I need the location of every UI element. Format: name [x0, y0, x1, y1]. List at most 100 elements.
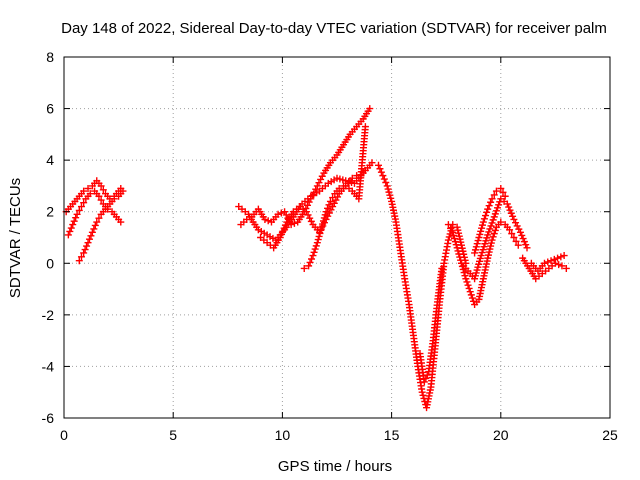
data-point	[75, 206, 83, 214]
y-axis-ticks: -6 -4 -2 0 2 4 6 8	[42, 49, 610, 426]
x-axis-ticks: 0 5 10 15 20 25	[60, 57, 618, 443]
data-point	[368, 159, 376, 167]
data-point	[87, 232, 95, 240]
data-point	[491, 226, 499, 234]
data-point	[557, 253, 565, 261]
data-point	[477, 227, 485, 235]
data-point	[507, 209, 515, 217]
data-point	[518, 231, 526, 239]
data-point	[489, 233, 497, 241]
data-point	[490, 191, 498, 199]
data-point	[66, 227, 74, 235]
data-point	[555, 261, 563, 269]
data-point	[366, 105, 374, 113]
y-axis-label: SDTVAR / TECUs	[7, 178, 24, 298]
x-tick-label: 5	[169, 427, 177, 443]
x-tick-label: 15	[384, 427, 400, 443]
y-tick-label: 8	[46, 49, 54, 65]
data-point	[450, 235, 458, 243]
data-point	[492, 187, 500, 195]
data-point	[80, 249, 88, 257]
data-point	[447, 224, 455, 232]
data-point	[340, 182, 348, 190]
data-point	[387, 194, 395, 202]
data-point	[475, 234, 483, 241]
data-point	[311, 245, 319, 253]
data-point	[361, 123, 369, 131]
data-point	[95, 214, 103, 222]
data-point	[319, 220, 327, 228]
data-point	[322, 208, 330, 216]
data-point	[374, 161, 382, 169]
data-point	[306, 258, 314, 266]
data-point	[80, 199, 88, 207]
data-point	[277, 209, 285, 217]
data-point	[307, 217, 315, 225]
data-point	[97, 196, 105, 204]
data-point	[119, 187, 127, 195]
x-tick-label: 10	[275, 427, 291, 443]
data-point	[512, 237, 520, 245]
data-point	[420, 378, 428, 386]
data-point	[522, 241, 530, 249]
grid	[64, 57, 610, 418]
data-point	[353, 172, 361, 180]
data-point	[478, 221, 486, 229]
data-point	[348, 174, 356, 182]
data-point	[554, 254, 562, 262]
data-point	[380, 175, 388, 183]
data-point	[456, 253, 464, 261]
data-point	[467, 291, 475, 299]
data-point	[376, 165, 384, 173]
data-point	[88, 228, 96, 236]
chart-title: Day 148 of 2022, Sidereal Day-to-day VTE…	[61, 20, 607, 37]
data-point	[379, 172, 387, 180]
data-point	[562, 264, 570, 272]
data-point	[317, 226, 325, 234]
data-point	[99, 186, 107, 194]
data-point	[558, 262, 566, 270]
data-point	[317, 175, 325, 183]
data-point	[520, 238, 528, 246]
data-point	[77, 203, 85, 211]
data-point	[329, 194, 337, 202]
data-point	[466, 288, 474, 296]
data-point	[72, 214, 80, 222]
data-point	[318, 172, 326, 180]
data-point	[384, 185, 392, 193]
data-point	[85, 235, 93, 243]
data-point	[84, 185, 92, 193]
data-point	[510, 234, 518, 241]
data-point	[97, 182, 105, 190]
data-point	[312, 242, 320, 250]
data-point	[451, 238, 459, 246]
data-point	[313, 239, 321, 247]
data-point	[444, 236, 452, 244]
data-point	[290, 219, 298, 227]
data-point	[316, 229, 324, 237]
data-point	[321, 211, 329, 219]
data-point	[460, 269, 468, 277]
data-point	[70, 217, 78, 225]
data-point	[506, 226, 514, 234]
data-point	[320, 214, 328, 222]
data-point	[325, 201, 333, 209]
data-point	[308, 255, 316, 263]
data-point	[503, 200, 511, 208]
data-point	[465, 284, 473, 292]
y-tick-label: -4	[42, 358, 55, 374]
data-point	[479, 218, 487, 226]
data-point	[319, 217, 327, 225]
data-point	[324, 204, 332, 212]
data-point	[83, 242, 91, 250]
data-point	[422, 374, 430, 382]
data-point	[304, 211, 312, 219]
data-point	[449, 228, 457, 236]
data-point	[461, 272, 469, 280]
data-point	[386, 191, 394, 199]
data-point	[478, 224, 486, 232]
data-point	[544, 258, 552, 266]
data-point	[377, 168, 385, 176]
data-point	[383, 182, 391, 190]
data-point	[462, 275, 470, 283]
